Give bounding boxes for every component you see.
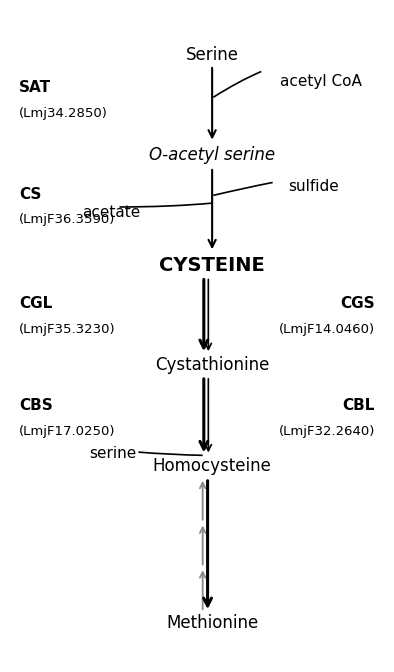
Text: (LmjF14.0460): (LmjF14.0460) [279,323,375,336]
Text: sulfide: sulfide [288,179,338,194]
Text: (Lmj34.2850): (Lmj34.2850) [19,107,108,120]
Text: acetyl CoA: acetyl CoA [280,74,362,89]
Text: Methionine: Methionine [166,614,258,632]
Text: CYSTEINE: CYSTEINE [159,255,265,275]
Text: (LmjF36.3590): (LmjF36.3590) [19,214,115,226]
Text: CGS: CGS [340,296,375,311]
Text: (LmjF32.2640): (LmjF32.2640) [279,425,375,438]
Text: acetate: acetate [82,205,140,220]
Text: CBS: CBS [19,398,53,413]
Text: Cystathionine: Cystathionine [155,356,269,374]
Text: (LmjF17.0250): (LmjF17.0250) [19,425,116,438]
Text: CBL: CBL [342,398,375,413]
Text: CS: CS [19,187,42,202]
Text: SAT: SAT [19,80,51,95]
Text: (LmjF35.3230): (LmjF35.3230) [19,323,116,336]
Text: O-acetyl serine: O-acetyl serine [149,146,275,165]
Text: Serine: Serine [186,46,239,65]
Text: CGL: CGL [19,296,52,311]
Text: serine: serine [89,446,136,461]
Text: Homocysteine: Homocysteine [153,458,271,475]
